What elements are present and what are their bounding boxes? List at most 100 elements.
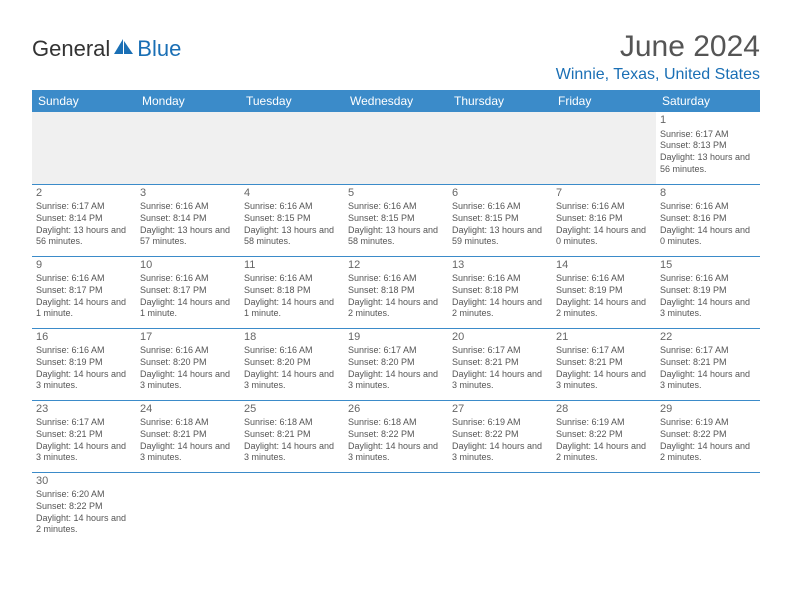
day-number: 13 <box>452 259 548 273</box>
empty-cell <box>240 472 344 544</box>
calendar-page: General Blue June 2024 Winnie, Texas, Un… <box>0 0 792 564</box>
empty-cell <box>136 112 240 184</box>
day-info: Sunrise: 6:18 AMSunset: 8:22 PMDaylight:… <box>348 417 444 464</box>
week-row: 2Sunrise: 6:17 AMSunset: 8:14 PMDaylight… <box>32 184 760 256</box>
day-number: 3 <box>140 187 236 201</box>
day-info: Sunrise: 6:19 AMSunset: 8:22 PMDaylight:… <box>452 417 548 464</box>
day-cell: 12Sunrise: 6:16 AMSunset: 8:18 PMDayligh… <box>344 256 448 328</box>
empty-cell <box>448 472 552 544</box>
day-cell: 11Sunrise: 6:16 AMSunset: 8:18 PMDayligh… <box>240 256 344 328</box>
day-cell: 18Sunrise: 6:16 AMSunset: 8:20 PMDayligh… <box>240 328 344 400</box>
day-number: 28 <box>556 403 652 417</box>
day-info: Sunrise: 6:16 AMSunset: 8:18 PMDaylight:… <box>244 273 340 320</box>
day-cell: 1Sunrise: 6:17 AMSunset: 8:13 PMDaylight… <box>656 112 760 184</box>
day-cell: 27Sunrise: 6:19 AMSunset: 8:22 PMDayligh… <box>448 400 552 472</box>
empty-cell <box>240 112 344 184</box>
day-number: 2 <box>36 187 132 201</box>
day-info: Sunrise: 6:16 AMSunset: 8:14 PMDaylight:… <box>140 201 236 248</box>
week-row: 16Sunrise: 6:16 AMSunset: 8:19 PMDayligh… <box>32 328 760 400</box>
day-number: 19 <box>348 331 444 345</box>
week-row: 1Sunrise: 6:17 AMSunset: 8:13 PMDaylight… <box>32 112 760 184</box>
day-info: Sunrise: 6:17 AMSunset: 8:14 PMDaylight:… <box>36 201 132 248</box>
sail-icon <box>113 36 135 62</box>
day-info: Sunrise: 6:16 AMSunset: 8:18 PMDaylight:… <box>452 273 548 320</box>
day-cell: 21Sunrise: 6:17 AMSunset: 8:21 PMDayligh… <box>552 328 656 400</box>
day-number: 8 <box>660 187 756 201</box>
day-cell: 14Sunrise: 6:16 AMSunset: 8:19 PMDayligh… <box>552 256 656 328</box>
day-info: Sunrise: 6:16 AMSunset: 8:19 PMDaylight:… <box>36 345 132 392</box>
day-cell: 4Sunrise: 6:16 AMSunset: 8:15 PMDaylight… <box>240 184 344 256</box>
logo-text-2: Blue <box>137 36 181 62</box>
day-number: 24 <box>140 403 236 417</box>
day-cell: 30Sunrise: 6:20 AMSunset: 8:22 PMDayligh… <box>32 472 136 544</box>
day-cell: 28Sunrise: 6:19 AMSunset: 8:22 PMDayligh… <box>552 400 656 472</box>
col-thursday: Thursday <box>448 90 552 112</box>
day-number: 29 <box>660 403 756 417</box>
day-cell: 9Sunrise: 6:16 AMSunset: 8:17 PMDaylight… <box>32 256 136 328</box>
col-sunday: Sunday <box>32 90 136 112</box>
day-number: 16 <box>36 331 132 345</box>
day-number: 17 <box>140 331 236 345</box>
page-title: June 2024 <box>556 30 760 64</box>
day-number: 14 <box>556 259 652 273</box>
empty-cell <box>344 112 448 184</box>
day-info: Sunrise: 6:16 AMSunset: 8:15 PMDaylight:… <box>348 201 444 248</box>
empty-cell <box>656 472 760 544</box>
header: General Blue June 2024 Winnie, Texas, Un… <box>32 30 760 84</box>
day-cell: 29Sunrise: 6:19 AMSunset: 8:22 PMDayligh… <box>656 400 760 472</box>
day-info: Sunrise: 6:16 AMSunset: 8:16 PMDaylight:… <box>556 201 652 248</box>
day-number: 9 <box>36 259 132 273</box>
day-info: Sunrise: 6:17 AMSunset: 8:21 PMDaylight:… <box>660 345 756 392</box>
day-cell: 16Sunrise: 6:16 AMSunset: 8:19 PMDayligh… <box>32 328 136 400</box>
day-info: Sunrise: 6:16 AMSunset: 8:17 PMDaylight:… <box>36 273 132 320</box>
day-number: 26 <box>348 403 444 417</box>
day-cell: 3Sunrise: 6:16 AMSunset: 8:14 PMDaylight… <box>136 184 240 256</box>
calendar-body: 1Sunrise: 6:17 AMSunset: 8:13 PMDaylight… <box>32 112 760 544</box>
day-number: 7 <box>556 187 652 201</box>
empty-cell <box>552 472 656 544</box>
day-cell: 17Sunrise: 6:16 AMSunset: 8:20 PMDayligh… <box>136 328 240 400</box>
day-number: 11 <box>244 259 340 273</box>
day-info: Sunrise: 6:19 AMSunset: 8:22 PMDaylight:… <box>660 417 756 464</box>
day-cell: 23Sunrise: 6:17 AMSunset: 8:21 PMDayligh… <box>32 400 136 472</box>
title-block: June 2024 Winnie, Texas, United States <box>556 30 760 84</box>
col-wednesday: Wednesday <box>344 90 448 112</box>
day-number: 18 <box>244 331 340 345</box>
day-number: 30 <box>36 475 132 489</box>
day-number: 21 <box>556 331 652 345</box>
day-number: 23 <box>36 403 132 417</box>
day-info: Sunrise: 6:18 AMSunset: 8:21 PMDaylight:… <box>140 417 236 464</box>
day-number: 10 <box>140 259 236 273</box>
col-saturday: Saturday <box>656 90 760 112</box>
day-cell: 8Sunrise: 6:16 AMSunset: 8:16 PMDaylight… <box>656 184 760 256</box>
day-number: 1 <box>660 114 756 128</box>
day-info: Sunrise: 6:18 AMSunset: 8:21 PMDaylight:… <box>244 417 340 464</box>
day-info: Sunrise: 6:16 AMSunset: 8:15 PMDaylight:… <box>244 201 340 248</box>
day-cell: 24Sunrise: 6:18 AMSunset: 8:21 PMDayligh… <box>136 400 240 472</box>
empty-cell <box>136 472 240 544</box>
day-number: 27 <box>452 403 548 417</box>
day-cell: 15Sunrise: 6:16 AMSunset: 8:19 PMDayligh… <box>656 256 760 328</box>
day-cell: 20Sunrise: 6:17 AMSunset: 8:21 PMDayligh… <box>448 328 552 400</box>
day-info: Sunrise: 6:16 AMSunset: 8:17 PMDaylight:… <box>140 273 236 320</box>
logo: General Blue <box>32 36 181 62</box>
day-number: 12 <box>348 259 444 273</box>
day-number: 25 <box>244 403 340 417</box>
location-text: Winnie, Texas, United States <box>556 66 760 84</box>
col-tuesday: Tuesday <box>240 90 344 112</box>
col-friday: Friday <box>552 90 656 112</box>
day-info: Sunrise: 6:17 AMSunset: 8:21 PMDaylight:… <box>556 345 652 392</box>
week-row: 23Sunrise: 6:17 AMSunset: 8:21 PMDayligh… <box>32 400 760 472</box>
day-number: 22 <box>660 331 756 345</box>
empty-cell <box>552 112 656 184</box>
day-info: Sunrise: 6:16 AMSunset: 8:16 PMDaylight:… <box>660 201 756 248</box>
col-monday: Monday <box>136 90 240 112</box>
empty-cell <box>344 472 448 544</box>
day-cell: 7Sunrise: 6:16 AMSunset: 8:16 PMDaylight… <box>552 184 656 256</box>
day-cell: 6Sunrise: 6:16 AMSunset: 8:15 PMDaylight… <box>448 184 552 256</box>
day-number: 15 <box>660 259 756 273</box>
day-cell: 25Sunrise: 6:18 AMSunset: 8:21 PMDayligh… <box>240 400 344 472</box>
day-info: Sunrise: 6:19 AMSunset: 8:22 PMDaylight:… <box>556 417 652 464</box>
day-cell: 2Sunrise: 6:17 AMSunset: 8:14 PMDaylight… <box>32 184 136 256</box>
day-info: Sunrise: 6:16 AMSunset: 8:18 PMDaylight:… <box>348 273 444 320</box>
